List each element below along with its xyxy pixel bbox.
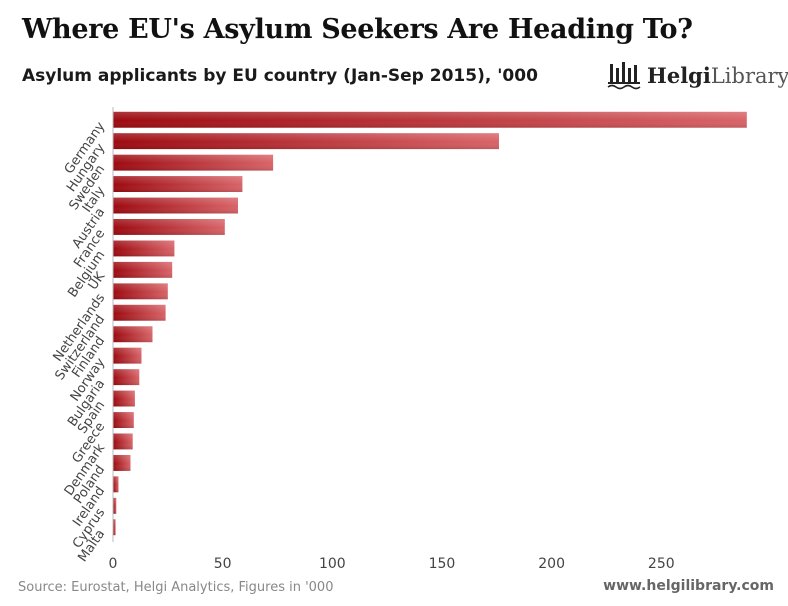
bar-shade bbox=[113, 133, 499, 150]
bar-shade bbox=[113, 197, 238, 214]
bar-shade bbox=[113, 176, 243, 192]
chart-subtitle: Asylum applicants by EU country (Jan-Sep… bbox=[22, 66, 538, 86]
bar-poland[interactable] bbox=[113, 455, 131, 471]
bar-shade bbox=[113, 111, 747, 128]
bar-shade bbox=[113, 326, 153, 343]
bar-ireland[interactable] bbox=[113, 476, 119, 493]
category-labels: GermanyHungarySwedenItalyAustriaFranceBe… bbox=[51, 119, 109, 565]
x-tick-label: 150 bbox=[429, 556, 456, 572]
x-tick-label: 200 bbox=[538, 556, 565, 572]
library-columns-icon bbox=[607, 62, 641, 90]
bar-sweden[interactable] bbox=[113, 154, 274, 171]
bars-group bbox=[113, 111, 747, 536]
bar-cyprus[interactable] bbox=[113, 497, 117, 514]
bar-shade bbox=[113, 240, 175, 257]
bar-netherlands[interactable] bbox=[113, 283, 168, 300]
bar-shade bbox=[113, 497, 117, 514]
x-tick-label: 0 bbox=[109, 556, 118, 572]
bar-shade bbox=[113, 519, 116, 536]
bar-denmark[interactable] bbox=[113, 433, 133, 450]
bar-shade bbox=[113, 369, 140, 386]
bar-france[interactable] bbox=[113, 219, 225, 235]
bar-finland[interactable] bbox=[113, 326, 153, 343]
x-axis-ticks: 0 50 100 150 200 250 bbox=[109, 556, 675, 572]
chart-title: Where EU's Asylum Seekers Are Heading To… bbox=[22, 14, 693, 45]
bar-belgium[interactable] bbox=[113, 240, 175, 257]
bar-shade bbox=[113, 476, 119, 493]
bar-malta[interactable] bbox=[113, 519, 116, 536]
bar-italy[interactable] bbox=[113, 176, 243, 192]
bar-shade bbox=[113, 304, 166, 321]
bar-shade bbox=[113, 283, 168, 300]
source-note: Source: Eurostat, Helgi Analytics, Figur… bbox=[18, 580, 334, 595]
bar-shade bbox=[113, 433, 133, 450]
bar-shade bbox=[113, 455, 131, 471]
bar-shade bbox=[113, 261, 173, 278]
bar-shade bbox=[113, 219, 225, 235]
bar-switzerland[interactable] bbox=[113, 304, 166, 321]
x-tick-label: 250 bbox=[648, 556, 675, 572]
bar-norway[interactable] bbox=[113, 347, 142, 364]
bar-hungary[interactable] bbox=[113, 133, 499, 150]
x-tick-label: 100 bbox=[319, 556, 346, 572]
bar-germany[interactable] bbox=[113, 111, 747, 128]
bar-greece[interactable] bbox=[113, 412, 134, 428]
bar-shade bbox=[113, 390, 135, 407]
bar-shade bbox=[113, 412, 134, 428]
bar-uk[interactable] bbox=[113, 261, 173, 278]
logo-text: HelgiLibrary bbox=[647, 62, 788, 88]
website-link[interactable]: www.helgilibrary.com bbox=[603, 578, 774, 594]
x-tick-label: 50 bbox=[214, 556, 232, 572]
bar-austria[interactable] bbox=[113, 197, 238, 214]
bar-spain[interactable] bbox=[113, 390, 135, 407]
bar-shade bbox=[113, 347, 142, 364]
bar-shade bbox=[113, 154, 274, 171]
helgi-library-logo[interactable]: HelgiLibrary bbox=[607, 60, 788, 90]
bar-bulgaria[interactable] bbox=[113, 369, 140, 386]
